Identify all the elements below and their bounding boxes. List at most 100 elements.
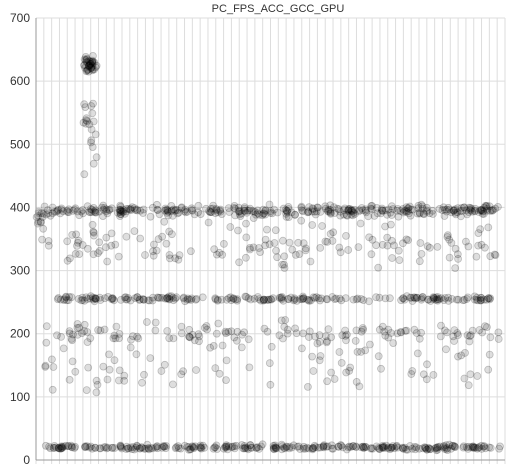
data-point [82, 443, 89, 450]
data-point [305, 209, 312, 216]
data-point [220, 240, 227, 247]
data-point [366, 234, 373, 241]
data-point [284, 330, 291, 337]
data-point [475, 242, 482, 249]
data-point [289, 246, 296, 253]
data-point [446, 441, 453, 448]
data-points [33, 52, 503, 453]
data-point [409, 298, 416, 305]
data-point [142, 252, 149, 259]
data-point [355, 244, 362, 251]
data-point [378, 365, 385, 372]
data-point [354, 295, 361, 302]
data-point [426, 244, 433, 251]
data-point [286, 239, 293, 246]
data-point [452, 265, 459, 272]
data-point [424, 361, 431, 368]
data-point [201, 444, 208, 451]
data-point [93, 389, 100, 396]
data-point [394, 330, 401, 337]
data-point [80, 119, 87, 126]
data-point [117, 213, 124, 220]
data-point [66, 376, 73, 383]
data-point [94, 381, 101, 388]
data-point [104, 258, 111, 265]
data-point [487, 444, 494, 451]
data-point [134, 294, 141, 301]
data-point [356, 383, 363, 390]
data-point [320, 443, 327, 450]
data-point [485, 295, 492, 302]
data-point [295, 239, 302, 246]
data-point [390, 206, 397, 213]
data-point [274, 254, 281, 261]
data-point [390, 340, 397, 347]
data-point [206, 208, 213, 215]
data-point [496, 445, 503, 452]
data-point [73, 231, 80, 238]
data-point [91, 298, 98, 305]
data-point [486, 351, 493, 358]
data-point [464, 294, 471, 301]
data-point [101, 326, 108, 333]
data-point [416, 258, 423, 265]
data-point [190, 444, 197, 451]
data-point [43, 339, 50, 346]
data-point [161, 361, 168, 368]
data-point [231, 202, 238, 209]
data-point [422, 445, 429, 452]
data-point [266, 241, 273, 248]
data-point [361, 444, 368, 451]
data-point [100, 363, 107, 370]
data-point [327, 208, 334, 215]
data-point [485, 366, 492, 373]
data-point [461, 375, 468, 382]
data-point [74, 242, 81, 249]
data-point [106, 366, 113, 373]
data-point [430, 296, 437, 303]
data-point [274, 209, 281, 216]
data-point [181, 208, 188, 215]
data-point [307, 258, 314, 265]
data-point [88, 137, 95, 144]
data-point [343, 331, 350, 338]
data-point [462, 349, 469, 356]
data-point [164, 328, 171, 335]
data-point [430, 371, 437, 378]
data-point [384, 234, 391, 241]
data-point [214, 446, 221, 453]
data-point [90, 232, 97, 239]
data-point [302, 245, 309, 252]
data-point [127, 344, 134, 351]
data-point [353, 327, 360, 334]
y-axis-ticks: 0100200300400500600700 [10, 11, 30, 467]
data-point [235, 227, 242, 234]
data-point [74, 324, 81, 331]
data-point [411, 326, 418, 333]
data-point [239, 331, 246, 338]
data-point [97, 445, 104, 452]
data-point [381, 328, 388, 335]
data-point [266, 360, 273, 367]
data-point [293, 330, 300, 337]
data-point [187, 248, 194, 255]
data-point [305, 445, 312, 452]
data-point [276, 294, 283, 301]
data-point [420, 371, 427, 378]
data-point [137, 235, 144, 242]
data-point [474, 373, 481, 380]
data-point [115, 253, 122, 260]
data-point [267, 381, 274, 388]
data-point [127, 444, 134, 451]
data-point [355, 208, 362, 215]
y-tick-label: 100 [10, 390, 30, 404]
y-tick-label: 300 [10, 264, 30, 278]
data-point [278, 317, 285, 324]
data-point [175, 256, 182, 263]
data-point [123, 233, 130, 240]
data-point [164, 295, 171, 302]
data-point [93, 154, 100, 161]
data-point [380, 445, 387, 452]
data-point [223, 443, 230, 450]
data-point [54, 332, 61, 339]
